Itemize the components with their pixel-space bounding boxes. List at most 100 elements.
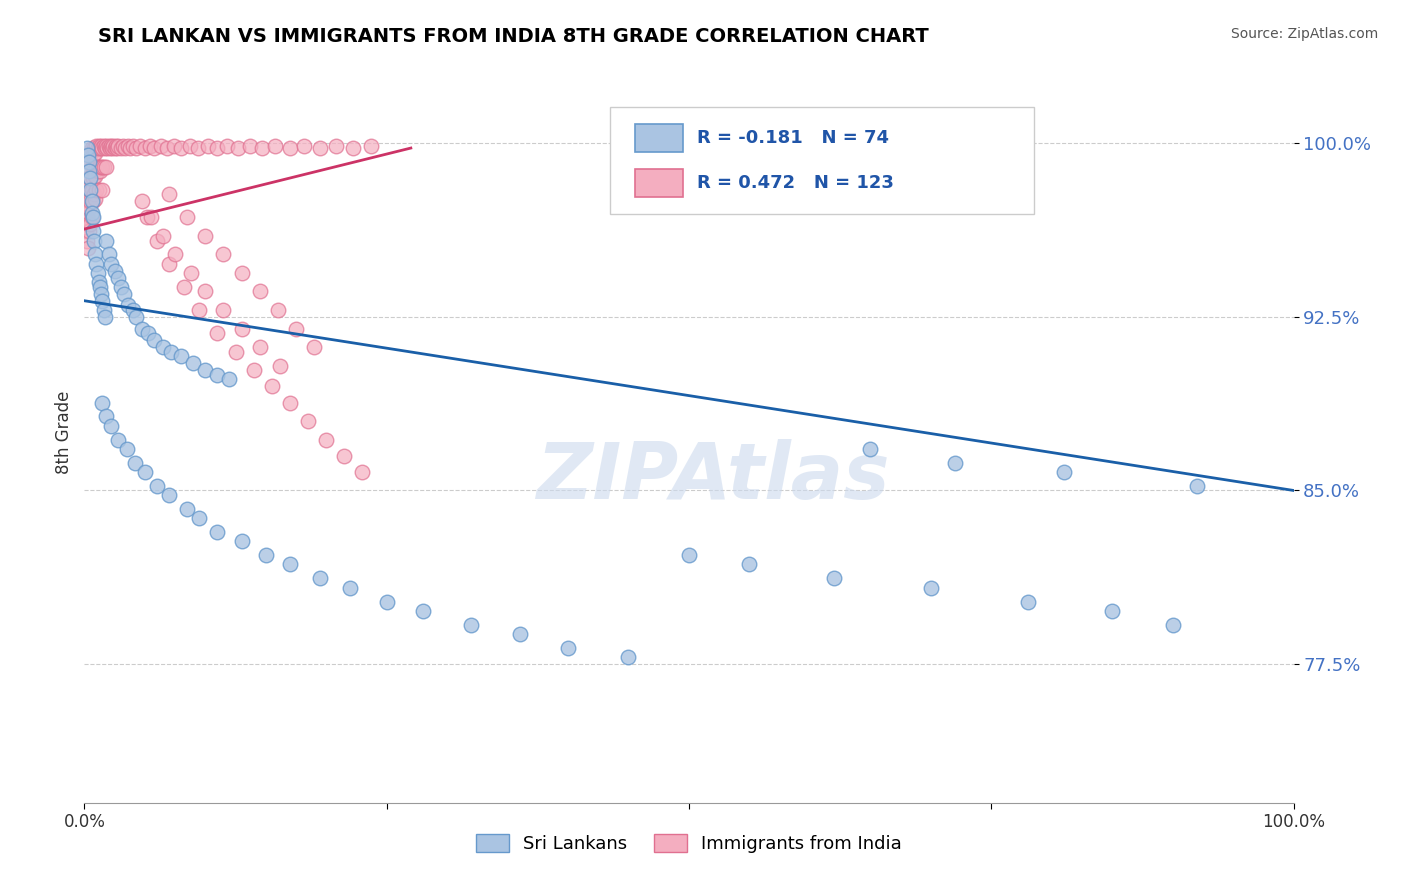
Point: [212, 247, 235, 261]
Point: [207, 326, 229, 340]
Point: [333, 449, 356, 463]
Point: [79, 194, 101, 209]
Point: [260, 379, 283, 393]
Point: [80, 141, 103, 155]
Point: [83, 141, 105, 155]
Point: [149, 138, 172, 153]
Point: [94, 138, 117, 153]
Point: [249, 285, 271, 299]
Point: [82, 148, 104, 162]
Point: [93, 160, 115, 174]
FancyBboxPatch shape: [634, 124, 683, 152]
Point: [91, 293, 114, 308]
Point: [84, 169, 107, 183]
Point: [678, 548, 700, 562]
Point: [215, 138, 238, 153]
Point: [107, 433, 129, 447]
Point: [77, 178, 100, 192]
Point: [91, 141, 114, 155]
Point: [114, 141, 136, 155]
Point: [76, 141, 98, 155]
Point: [194, 285, 217, 299]
Point: [84, 192, 107, 206]
Point: [859, 442, 882, 456]
Point: [134, 465, 156, 479]
Point: [254, 548, 277, 562]
Point: [77, 171, 100, 186]
FancyBboxPatch shape: [610, 107, 1033, 214]
Y-axis label: 8th Grade: 8th Grade: [55, 391, 73, 475]
Point: [294, 138, 316, 153]
Text: Source: ZipAtlas.com: Source: ZipAtlas.com: [1230, 27, 1378, 41]
Point: [139, 211, 162, 225]
Point: [207, 525, 229, 540]
Legend: Sri Lankans, Immigrants from India: Sri Lankans, Immigrants from India: [468, 827, 910, 861]
Point: [82, 224, 104, 238]
Point: [86, 266, 108, 280]
Point: [86, 257, 108, 271]
Point: [509, 627, 531, 641]
Point: [207, 141, 229, 155]
Point: [920, 581, 942, 595]
Point: [738, 558, 761, 572]
Point: [146, 234, 169, 248]
Point: [77, 224, 100, 238]
Point: [136, 211, 159, 225]
Point: [104, 141, 127, 155]
Point: [309, 141, 332, 155]
Point: [325, 138, 347, 153]
Point: [115, 442, 138, 456]
Point: [79, 171, 101, 186]
Point: [77, 155, 100, 169]
Point: [83, 164, 105, 178]
Point: [83, 234, 105, 248]
Point: [117, 298, 139, 312]
Point: [170, 141, 193, 155]
Point: [79, 183, 101, 197]
Point: [181, 356, 204, 370]
Point: [197, 138, 219, 153]
Point: [231, 321, 253, 335]
Text: SRI LANKAN VS IMMIGRANTS FROM INDIA 8TH GRADE CORRELATION CHART: SRI LANKAN VS IMMIGRANTS FROM INDIA 8TH …: [98, 27, 929, 45]
Point: [98, 141, 121, 155]
Point: [231, 266, 253, 280]
Point: [231, 534, 253, 549]
Point: [82, 171, 104, 186]
Point: [143, 333, 166, 347]
Point: [278, 395, 301, 409]
Point: [77, 218, 100, 232]
Point: [94, 409, 117, 424]
Point: [87, 160, 110, 174]
Point: [76, 187, 98, 202]
Point: [160, 344, 183, 359]
Point: [87, 183, 110, 197]
Point: [278, 558, 301, 572]
Point: [180, 266, 202, 280]
Point: [170, 349, 193, 363]
Point: [194, 363, 217, 377]
Point: [124, 456, 146, 470]
Text: ZIPAtlas: ZIPAtlas: [536, 439, 890, 515]
Point: [125, 310, 148, 324]
Point: [264, 138, 287, 153]
Point: [76, 211, 98, 225]
Point: [339, 581, 361, 595]
Point: [617, 650, 640, 665]
Point: [93, 138, 115, 153]
Point: [315, 433, 337, 447]
Point: [120, 141, 142, 155]
Point: [1053, 465, 1076, 479]
Point: [131, 194, 153, 209]
Point: [94, 141, 117, 155]
Point: [90, 286, 112, 301]
Point: [87, 275, 110, 289]
Point: [179, 138, 201, 153]
Point: [460, 617, 482, 632]
Point: [352, 465, 374, 479]
Point: [77, 155, 100, 169]
Point: [121, 138, 143, 153]
Point: [79, 148, 101, 162]
Point: [152, 340, 174, 354]
Point: [90, 138, 112, 153]
Point: [278, 141, 301, 155]
